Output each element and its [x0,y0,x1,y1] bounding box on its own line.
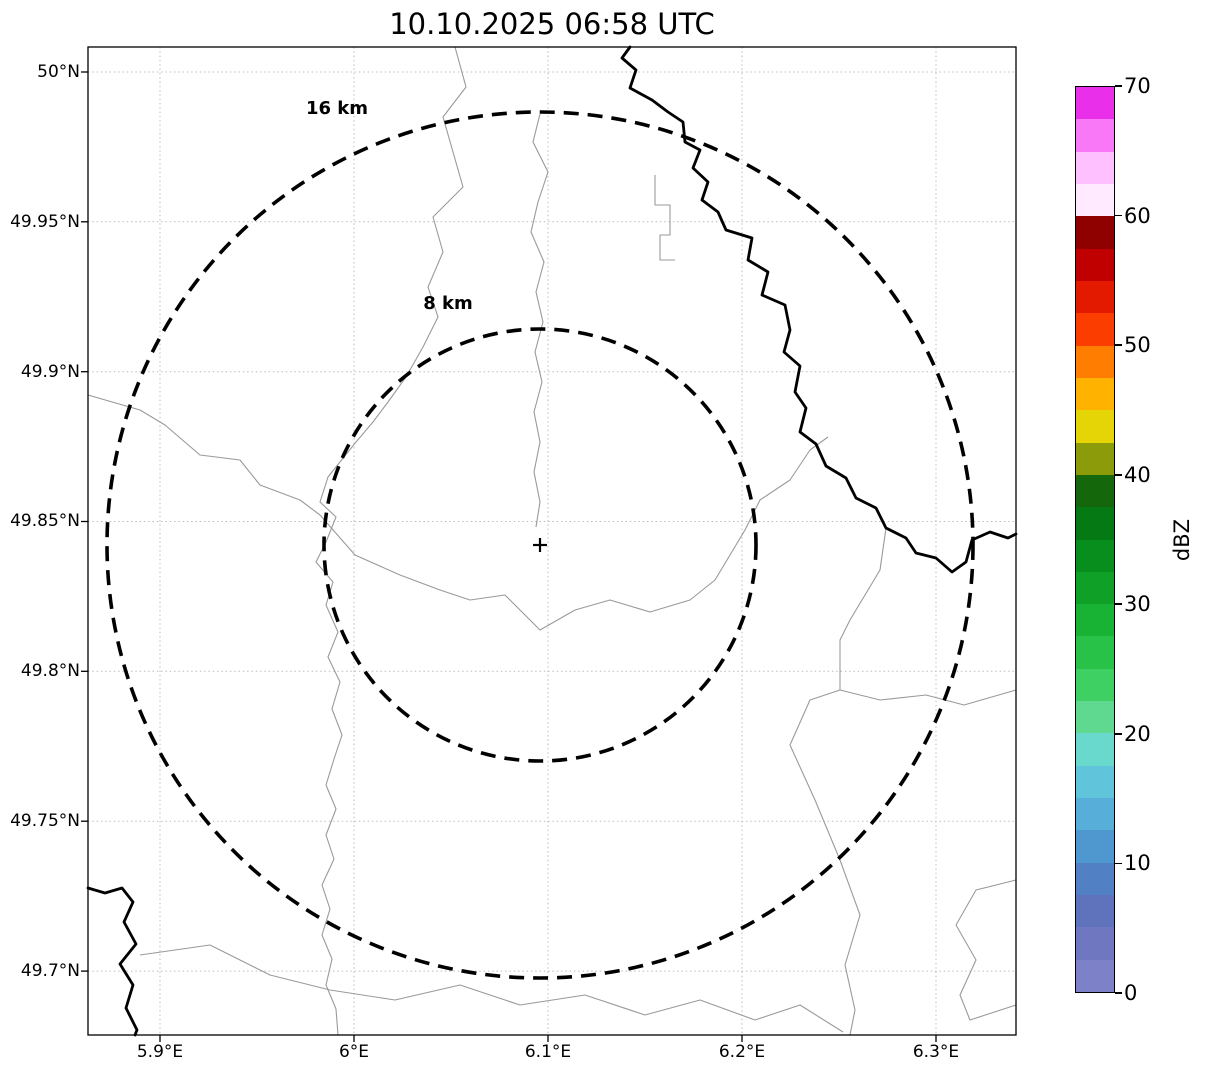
lat-tick-label: 49.85°N [10,511,80,532]
boundary-line-southeast [789,527,887,1036]
colorbar-segment [1076,571,1114,605]
colorbar-tick-label: 70 [1124,74,1151,98]
colorbar-tick-label: 30 [1124,592,1151,617]
colorbar-segment [1076,636,1114,669]
colorbar-segment [1076,765,1114,799]
boundary-line-west [315,46,467,1036]
boundary-line-west-inlet [87,394,321,516]
lat-tick-label: 49.75°N [10,811,80,832]
colorbar-tick-mark [1115,992,1122,994]
colorbar-segment [1076,733,1114,766]
colorbar-tick-mark [1115,862,1122,865]
lat-tick-label: 49.9°N [20,361,80,382]
colorbar-segment [1076,507,1114,540]
lon-tick-label: 6.2°E [718,1042,766,1062]
boundary-line-south [139,944,844,1033]
colorbar-tick-mark [1115,214,1122,217]
colorbar-tick-mark [1115,344,1122,347]
colorbar-segment [1076,830,1114,863]
colorbar-segment [1076,280,1114,314]
lat-tick-label: 49.7°N [20,960,80,981]
lat-tick-label: 49.8°N [20,661,80,682]
colorbar-segment [1076,668,1114,702]
colorbar-segment [1076,183,1114,217]
figure-title: 10.10.2025 06:58 UTC [389,7,715,41]
boundary-line-north-central [530,113,549,528]
colorbar-segment [1076,895,1114,928]
colorbar-segment [1076,604,1114,637]
axis-tick-marks [81,71,937,1042]
colorbar-tick-mark [1115,603,1122,606]
range-ring-label-8km: 8 km [423,293,473,314]
colorbar-segment [1076,119,1114,152]
colorbar-segment [1076,701,1114,734]
lon-tick-label: 6.3°E [912,1042,960,1062]
colorbar-segment [1076,474,1114,508]
river-line-southwest [86,886,139,1037]
colorbar-tick-label: 40 [1124,462,1151,487]
colorbar-segment [1076,313,1114,346]
boundary-line-southeast-corner [955,879,1017,1021]
graticule-gridlines [88,47,1016,1035]
colorbar-segment [1076,377,1114,411]
colorbar-tick-mark [1115,733,1122,735]
colorbar [1075,86,1115,993]
colorbar-label: dBZ [1170,518,1194,562]
colorbar-segment [1076,87,1114,120]
colorbar-tick-mark [1115,85,1122,87]
range-ring-16km [105,110,975,980]
lon-tick-label: 6°E [338,1042,370,1062]
colorbar-segment [1076,862,1114,896]
colorbar-segment [1076,151,1114,184]
colorbar-tick-mark [1115,473,1122,476]
range-ring-8km [322,327,758,763]
colorbar-segment [1076,539,1114,572]
colorbar-segment [1076,410,1114,443]
colorbar-tick-label: 10 [1124,851,1151,876]
boundary-line-east-branch [839,689,1017,706]
lat-tick-label: 50°N [37,62,80,82]
lat-tick-label: 49.95°N [10,211,80,232]
colorbar-segment [1076,959,1114,992]
range-ring-label-16km: 16 km [305,98,369,119]
admin-boundary-lines [87,46,1017,1036]
colorbar-segment [1076,216,1114,249]
colorbar-segment [1076,927,1114,960]
colorbar-segment [1076,798,1114,831]
boundary-line-central [319,436,829,631]
plot-frame [87,46,1017,1036]
colorbar-segment [1076,345,1114,378]
colorbar-segment [1076,248,1114,281]
colorbar-tick-label: 60 [1124,203,1151,228]
colorbar-tick-label: 50 [1124,333,1151,358]
colorbar-segment [1076,442,1114,475]
river-line-east [620,45,1018,574]
lon-tick-label: 6.1°E [524,1042,572,1062]
boundary-line-northeast-steps [654,175,675,261]
radar-center-marker [533,538,547,552]
colorbar-tick-label: 0 [1124,981,1138,1005]
lon-tick-label: 5.9°E [136,1042,184,1062]
colorbar-tick-label: 20 [1124,721,1151,746]
